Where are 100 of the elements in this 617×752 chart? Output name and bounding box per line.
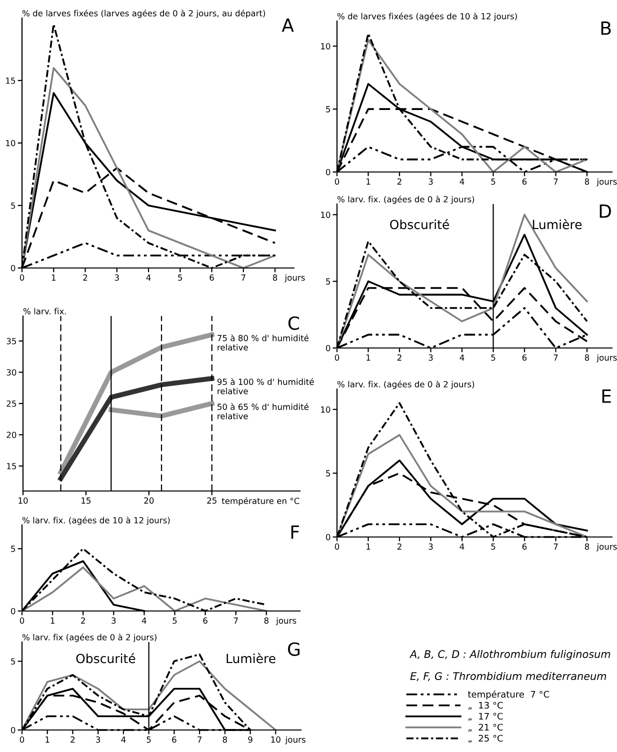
y-tick-label: 15 bbox=[7, 463, 16, 470]
x-tick-label: 3 bbox=[428, 543, 433, 550]
chart-title: C bbox=[288, 316, 300, 330]
x-tick-label: 5 bbox=[146, 736, 151, 743]
text: A, B, C, D : Allothrombium fuliginosum bbox=[409, 650, 610, 660]
x-axis-title: jours bbox=[596, 178, 617, 186]
chart-title: F bbox=[291, 526, 299, 539]
y-tick-label: 0 bbox=[326, 344, 330, 352]
x-tick-label: 0 bbox=[334, 543, 340, 550]
chart-title: E bbox=[602, 390, 611, 403]
y-tick-label: 30 bbox=[6, 369, 16, 376]
x-tick-label: 0 bbox=[334, 354, 340, 361]
y-axis-title: % larv. fix. bbox=[23, 308, 66, 314]
x-tick-label: 5 bbox=[491, 544, 496, 550]
y-tick-label: 5 bbox=[326, 470, 330, 476]
text: „ 25 °C bbox=[468, 734, 503, 743]
y-tick-label: 0 bbox=[10, 264, 16, 272]
x-tick-label: 0 bbox=[20, 736, 24, 743]
y-tick-label: 10 bbox=[321, 212, 330, 218]
x-tick-label: 1 bbox=[50, 618, 54, 624]
x-tick-label: 4 bbox=[142, 618, 146, 624]
y-axis-title: % de larves fixées (agées de 10 à 12 jours) bbox=[337, 12, 517, 21]
series-label: 50 à 65 % d' humidité relative bbox=[218, 403, 309, 420]
x-tick-label: 0 bbox=[20, 274, 24, 281]
x-tick-label: 6 bbox=[210, 274, 214, 281]
x-tick-label: 5 bbox=[178, 274, 182, 281]
y-tick-label: 10 bbox=[321, 406, 330, 413]
y-axis-title: % larv. fix. (agées de 0 à 2 jours) bbox=[337, 196, 474, 204]
x-axis-title: température en °C bbox=[222, 497, 300, 506]
x-tick-label: 25 bbox=[207, 497, 216, 504]
x-tick-label: 7 bbox=[198, 736, 202, 743]
x-tick-label: 6 bbox=[522, 543, 527, 550]
x-tick-label: 4 bbox=[146, 274, 151, 281]
x-tick-label: 7 bbox=[234, 618, 238, 624]
y-tick-label: 5 bbox=[11, 658, 16, 665]
series-label: 95 à 100 % d' humidité relative bbox=[217, 378, 314, 394]
x-tick-label: 2 bbox=[81, 617, 85, 624]
y-tick-label: 5 bbox=[326, 106, 330, 112]
x-tick-label: 8 bbox=[584, 354, 590, 361]
x-tick-label: 7 bbox=[554, 178, 558, 185]
text: E, F, G : Thrombidium mediterraneum bbox=[410, 672, 606, 682]
text: „ 13 °C bbox=[468, 702, 503, 710]
x-tick-label: 6 bbox=[522, 178, 527, 185]
y-axis-title: % larv. fix. (agées de 10 à 12 jours) bbox=[22, 516, 170, 525]
x-tick-label: 1 bbox=[366, 178, 370, 185]
x-axis-title: jours bbox=[284, 274, 305, 282]
x-tick-label: 4 bbox=[121, 736, 126, 743]
annotation: Lumière bbox=[532, 219, 582, 230]
y-tick-label: 0 bbox=[326, 534, 330, 540]
annotation: Lumière bbox=[226, 653, 276, 664]
x-tick-label: 3 bbox=[114, 274, 119, 281]
x-tick-label: 3 bbox=[428, 354, 433, 361]
x-tick-label: 6 bbox=[203, 617, 208, 624]
x-tick-label: 2 bbox=[397, 354, 402, 361]
y-axis-title: % de larves fixées (larves agées de 0 à 2 jours, au départ) bbox=[22, 10, 266, 18]
x-tick-label: 8 bbox=[264, 617, 268, 624]
x-tick-label: 7 bbox=[554, 544, 558, 550]
x-tick-label: 3 bbox=[96, 736, 100, 743]
x-tick-label: 4 bbox=[460, 354, 464, 361]
x-tick-label: 0 bbox=[20, 617, 24, 624]
y-tick-label: 0 bbox=[10, 608, 16, 614]
y-tick-label: 0 bbox=[326, 168, 330, 176]
y-tick-label: 15 bbox=[6, 78, 16, 84]
x-tick-label: 7 bbox=[241, 274, 246, 281]
x-tick-label: 1 bbox=[366, 544, 370, 550]
x-tick-label: 5 bbox=[491, 354, 496, 361]
y-tick-label: 10 bbox=[6, 140, 16, 146]
x-tick-label: 8 bbox=[584, 178, 590, 185]
x-tick-label: 15 bbox=[82, 498, 91, 504]
y-axis-title: % larv. fix. (agées de 0 à 2 jours) bbox=[337, 380, 474, 389]
y-tick-label: 5 bbox=[11, 202, 16, 209]
x-axis-title: jours bbox=[285, 736, 306, 744]
x-tick-label: 3 bbox=[112, 617, 116, 624]
series-label: 75 à 80 % d' humidité relative bbox=[218, 334, 309, 351]
x-axis-title: jours bbox=[596, 543, 617, 552]
chart-title: B bbox=[601, 22, 611, 35]
x-tick-label: 8 bbox=[584, 543, 590, 550]
x-tick-label: 1 bbox=[366, 354, 370, 361]
x-tick-label: 3 bbox=[428, 178, 433, 185]
y-tick-label: 25 bbox=[6, 400, 16, 407]
text: température 7 °C bbox=[468, 690, 550, 700]
y-tick-label: 10 bbox=[321, 43, 330, 50]
y-tick-label: 0 bbox=[10, 726, 16, 734]
y-axis-title: % larv. fix (agées de 0 à 2 jours) bbox=[22, 634, 156, 642]
annotation: Obscurité bbox=[390, 219, 449, 230]
x-tick-label: 20 bbox=[144, 497, 154, 504]
chart-title: A bbox=[282, 18, 294, 32]
text: „ 21 °C bbox=[468, 724, 503, 732]
x-tick-label: 6 bbox=[522, 354, 527, 361]
x-tick-label: 0 bbox=[334, 178, 340, 185]
chart-title: D bbox=[600, 204, 611, 218]
x-tick-label: 2 bbox=[70, 736, 75, 743]
x-tick-label: 7 bbox=[554, 354, 558, 361]
text: „ 17 °C bbox=[468, 712, 503, 721]
annotation: Obscurité bbox=[76, 653, 136, 664]
y-tick-label: 35 bbox=[6, 338, 16, 344]
x-tick-label: 5 bbox=[172, 618, 177, 624]
x-tick-label: 2 bbox=[397, 178, 402, 185]
x-axis-title: jours bbox=[596, 354, 617, 362]
x-tick-label: 10 bbox=[271, 736, 280, 743]
